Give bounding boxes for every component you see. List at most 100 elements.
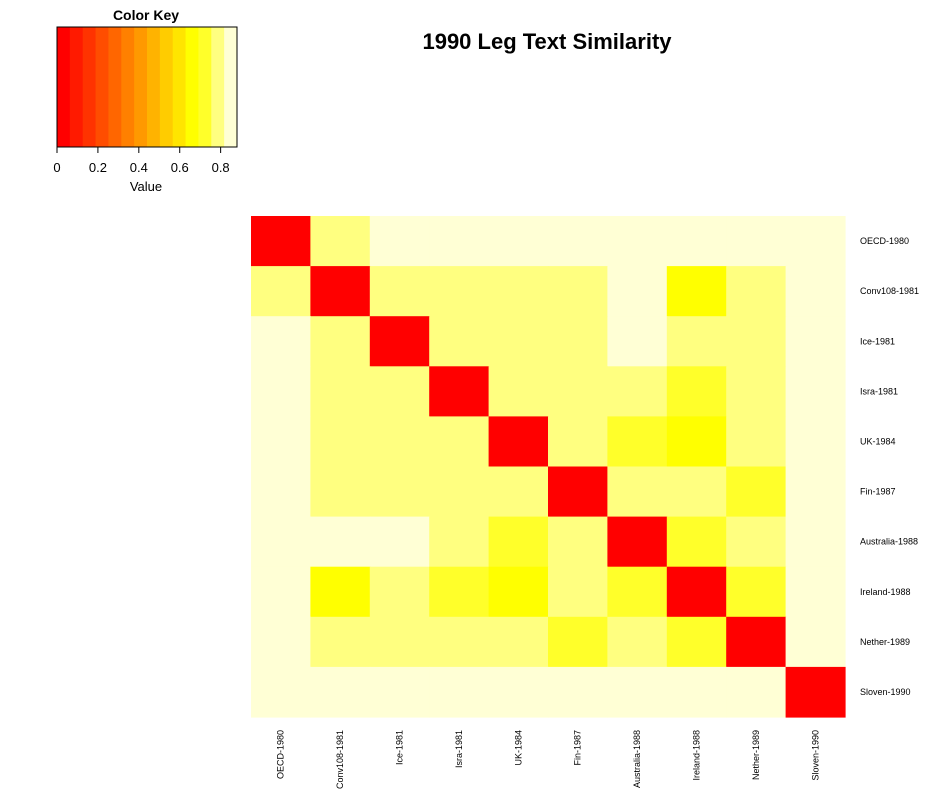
heatmap-cell [488, 466, 549, 518]
heatmap-cell [726, 616, 787, 668]
color-key-ticks: 0 0.2 0.4 0.6 0.8 [53, 147, 230, 175]
heatmap-cell [310, 466, 371, 518]
column-label: Nether-1989 [751, 730, 761, 780]
heatmap-cell [548, 216, 608, 267]
column-labels: OECD-1980 Conv108-1981 Ice-1981 Isra-1981 UK… [276, 730, 821, 789]
heatmap-cell [548, 466, 608, 518]
heatmap-cell [251, 316, 311, 367]
color-key-swatch [147, 27, 161, 147]
heatmap-cell [369, 566, 430, 618]
column-label: Australia-1988 [632, 730, 642, 788]
heatmap-cell [726, 666, 787, 718]
heatmap-cell [666, 316, 727, 367]
heatmap-cell [369, 416, 430, 468]
heatmap-cell [310, 516, 371, 568]
heatmap-cell [726, 266, 787, 317]
heatmap-cell [369, 666, 430, 718]
heatmap-cell [369, 466, 430, 518]
color-key-swatch [172, 27, 187, 147]
heatmap-cell [488, 566, 549, 618]
heatmap-cell [726, 366, 787, 417]
column-label: Ireland-1988 [692, 730, 702, 781]
heatmap-cell [785, 616, 846, 668]
heatmap-cell [310, 566, 371, 618]
heatmap-cell [666, 566, 727, 618]
heatmap-cell [429, 566, 490, 618]
heatmap-cell [785, 666, 846, 718]
heatmap-cell [310, 266, 371, 317]
heatmap-cell [369, 216, 430, 267]
heatmap-cell [310, 666, 371, 718]
heatmap-cell [548, 666, 608, 718]
heatmap-cell [369, 316, 430, 367]
heatmap-cell [548, 366, 608, 417]
color-key-bar [57, 27, 238, 147]
heatmap-cell [251, 616, 311, 668]
color-key-swatch [198, 27, 212, 147]
color-key-swatch [159, 27, 174, 147]
column-label: Sloven-1990 [810, 730, 820, 781]
column-label: Conv108-1981 [335, 730, 345, 789]
row-label: Ice-1981 [860, 336, 895, 346]
heatmap-cell [785, 516, 846, 568]
heatmap-cell [429, 516, 490, 568]
heatmap-cell [488, 666, 549, 718]
heatmap-cell [251, 516, 311, 568]
heatmap-cell [785, 416, 846, 468]
heatmap-cell [429, 416, 490, 468]
color-key-swatch [121, 27, 135, 147]
heatmap-cell [548, 616, 608, 668]
row-label: Isra-1981 [860, 386, 898, 396]
heatmap-cell [251, 466, 311, 518]
heatmap-cell [607, 666, 668, 718]
heatmap-cell [251, 666, 311, 718]
heatmap-cell [548, 566, 608, 618]
heatmap-cell [369, 516, 430, 568]
color-key-swatch [95, 27, 109, 147]
heatmap-cell [429, 616, 490, 668]
color-key-tick-label: 0.2 [89, 160, 107, 175]
row-label: OECD-1980 [860, 236, 909, 246]
heatmap-cell [607, 566, 668, 618]
heatmap-cell [666, 366, 727, 417]
heatmap-cell [607, 466, 668, 518]
heatmap-cell [607, 516, 668, 568]
color-key-tick-label: 0.4 [130, 160, 148, 175]
color-key: Color Key 0 0.2 0.4 0.6 0.8 Value [53, 7, 238, 194]
column-label: UK-1984 [513, 730, 523, 766]
heatmap-cell [726, 566, 787, 618]
heatmap-cell [607, 616, 668, 668]
heatmap-cell [666, 216, 727, 267]
heatmap-cell [666, 616, 727, 668]
heatmap-cell [310, 616, 371, 668]
heatmap-cell [666, 266, 727, 317]
row-labels: OECD-1980 Conv108-1981 Ice-1981 Isra-1981 UK… [860, 236, 919, 697]
heatmap-cell [666, 466, 727, 518]
heatmap-cell [369, 366, 430, 417]
heatmap-cell [310, 366, 371, 417]
heatmap-cell [251, 566, 311, 618]
color-key-swatch [69, 27, 84, 147]
color-key-swatch [108, 27, 122, 147]
heatmap-cell [310, 316, 371, 367]
heatmap-cell [488, 366, 549, 417]
column-label: Fin-1987 [573, 730, 583, 766]
row-label: Australia-1988 [860, 537, 918, 547]
heatmap-cell [666, 416, 727, 468]
heatmap-cell [251, 416, 311, 468]
heatmap-cell [726, 416, 787, 468]
heatmap-cell [488, 616, 549, 668]
heatmap-cell [785, 566, 846, 618]
heatmap-cell [429, 666, 490, 718]
heatmap-cell [785, 216, 846, 267]
heatmap-cell [251, 366, 311, 417]
heatmap-cell [429, 466, 490, 518]
heatmap-cell [666, 516, 727, 568]
heatmap-cell [785, 366, 846, 417]
heatmap-cell [607, 416, 668, 468]
heatmap-cell [369, 616, 430, 668]
heatmap-cell [251, 216, 311, 267]
row-label: UK-1984 [860, 436, 896, 446]
heatmap-cell [310, 216, 371, 267]
